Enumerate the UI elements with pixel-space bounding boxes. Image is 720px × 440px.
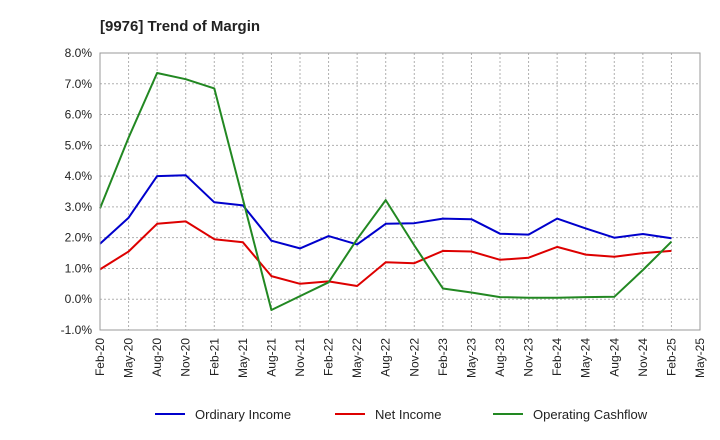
x-tick-label: Feb-24 xyxy=(550,338,564,376)
legend-label: Net Income xyxy=(375,407,441,422)
x-axis-ticks: Feb-20 May-20 Aug-20 Nov-20 Feb-21 May-21 Aug-… xyxy=(93,338,707,378)
legend: Ordinary Income Net Income Operating Cashf… xyxy=(155,407,648,422)
x-tick-label: May-23 xyxy=(464,338,478,378)
x-tick-label: Nov-23 xyxy=(522,338,536,377)
x-tick-label: Aug-23 xyxy=(493,338,507,377)
x-tick-label: May-25 xyxy=(693,338,707,378)
x-tick-label: May-22 xyxy=(350,338,364,378)
x-tick-label: Feb-23 xyxy=(436,338,450,376)
grid-lines xyxy=(99,52,701,331)
y-tick-label: 3.0% xyxy=(65,200,93,214)
x-tick-label: Aug-22 xyxy=(379,338,393,377)
y-tick-label: 8.0% xyxy=(65,46,93,60)
x-tick-label: Nov-24 xyxy=(636,338,650,377)
x-tick-label: Feb-22 xyxy=(322,338,336,376)
x-tick-label: Nov-22 xyxy=(407,338,421,377)
x-tick-label: Feb-21 xyxy=(207,338,221,376)
y-tick-label: 7.0% xyxy=(65,77,93,91)
series-lines xyxy=(99,72,673,311)
y-tick-label: -1.0% xyxy=(61,323,93,337)
x-tick-label: May-20 xyxy=(122,338,136,378)
y-tick-label: 6.0% xyxy=(65,108,93,122)
legend-item: Operating Cashflow xyxy=(493,407,648,422)
y-tick-label: 1.0% xyxy=(65,261,93,275)
x-tick-label: Feb-20 xyxy=(93,338,107,376)
chart-title: [9976] Trend of Margin xyxy=(100,18,260,35)
legend-label: Operating Cashflow xyxy=(533,407,648,422)
y-tick-label: 5.0% xyxy=(65,138,93,152)
x-tick-label: Aug-24 xyxy=(607,338,621,377)
series-line-ordinary-income xyxy=(99,174,672,250)
x-tick-label: Nov-21 xyxy=(293,338,307,377)
plot-frame xyxy=(99,52,701,331)
y-tick-label: 2.0% xyxy=(65,231,93,245)
series-line-net-income xyxy=(99,220,672,287)
y-axis-ticks: -1.0% 0.0% 1.0% 2.0% 3.0% 4.0% 5.0% 6.0% 7.0% 8.0… xyxy=(61,46,93,337)
series-line-operating-cashflow xyxy=(99,72,673,311)
x-tick-label: May-24 xyxy=(579,338,593,378)
x-tick-label: Aug-20 xyxy=(150,338,164,377)
x-tick-label: Nov-20 xyxy=(179,338,193,377)
legend-item: Ordinary Income xyxy=(155,407,291,422)
x-tick-label: May-21 xyxy=(236,338,250,378)
x-tick-label: Feb-25 xyxy=(664,338,678,376)
y-tick-label: 0.0% xyxy=(65,292,93,306)
legend-label: Ordinary Income xyxy=(195,407,291,422)
x-tick-label: Aug-21 xyxy=(264,338,278,377)
legend-item: Net Income xyxy=(335,407,441,422)
y-tick-label: 4.0% xyxy=(65,169,93,183)
